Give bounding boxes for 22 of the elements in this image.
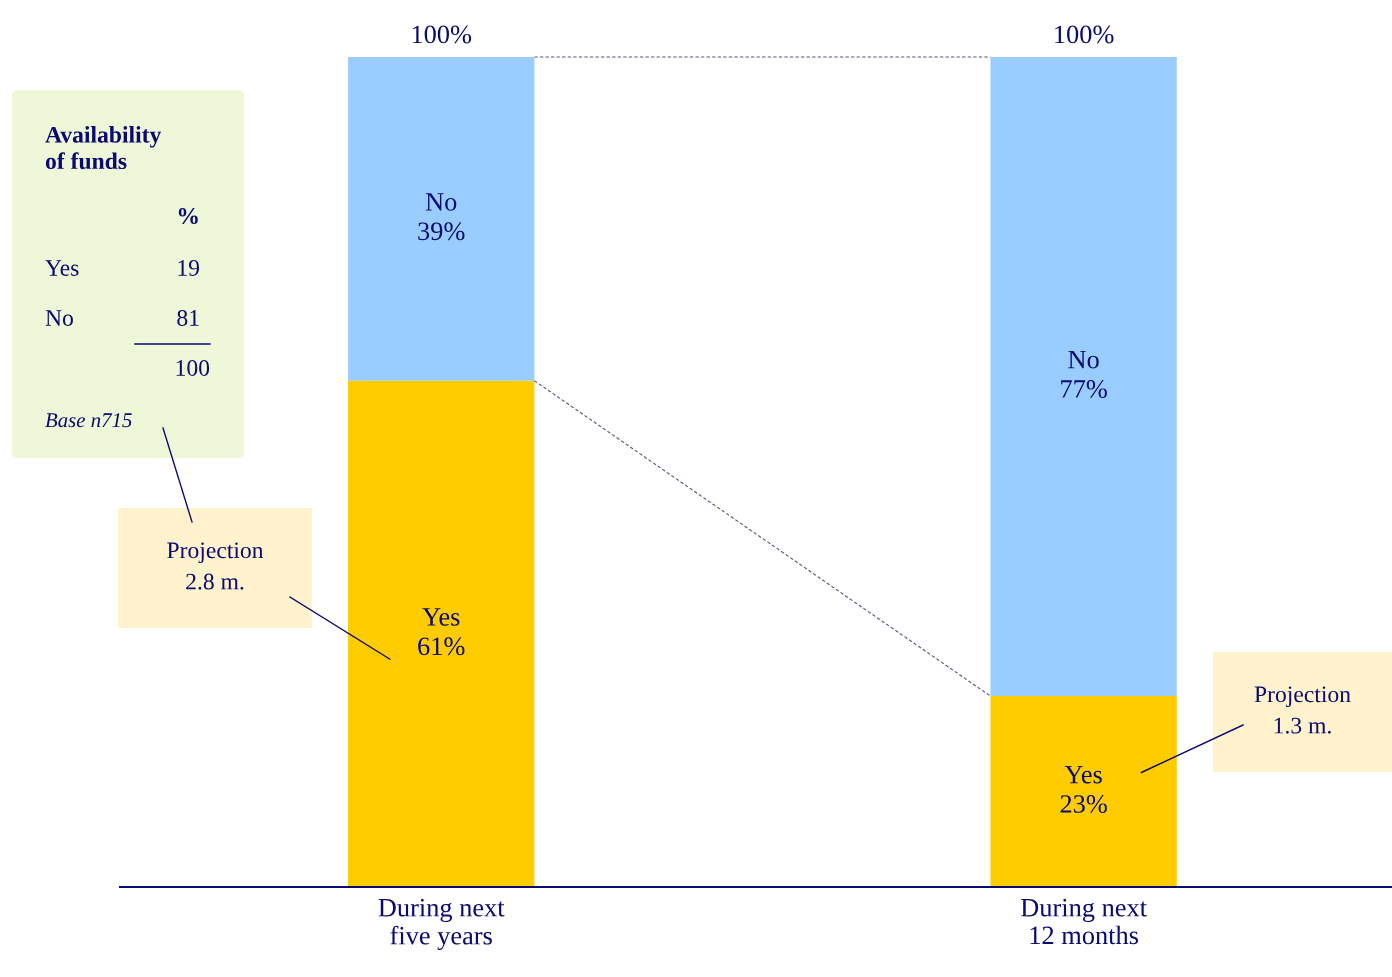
text: No [1068, 350, 1099, 369]
series-label: No [425, 193, 457, 211]
annotation: 81 [177, 309, 199, 326]
data-label: 61% [418, 637, 465, 656]
total-label: 100% [1055, 25, 1114, 44]
text: Yes [422, 608, 460, 626]
annotation: Availability of funds [45, 126, 162, 170]
annotation: 100 [176, 359, 210, 376]
annotation: Projection 1.3 m. [1254, 686, 1351, 734]
text: No [45, 310, 73, 326]
series-label: Yes [1064, 765, 1102, 784]
data-label: 39% [418, 222, 465, 241]
x-tick-label: During next 12 months [1021, 898, 1147, 945]
annotation: 19 [178, 260, 200, 276]
text: Yes [45, 260, 79, 276]
x-tick-label: During next five years [378, 898, 505, 951]
data-label: 77% [1061, 380, 1107, 398]
annotation: Projection 2.8 m. [167, 542, 264, 590]
annotation: Base n715 [45, 413, 132, 428]
total-label: 100% [412, 25, 472, 44]
data-label: 23% [1060, 795, 1107, 813]
annotation: % [178, 207, 198, 224]
